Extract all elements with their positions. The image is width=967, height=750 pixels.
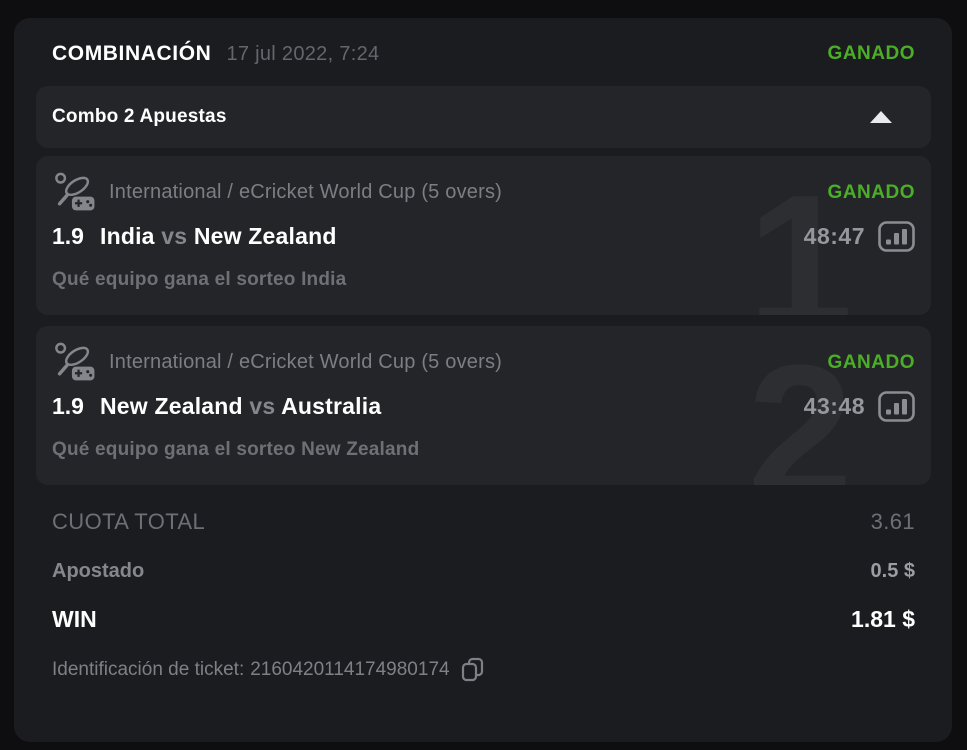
ecricket-icon xyxy=(55,342,95,381)
bet-category: International / eCricket World Cup (5 ov… xyxy=(109,181,503,203)
bet-type-label: COMBINACIÓN xyxy=(52,42,212,65)
ticket-id-row: Identificación de ticket: 21604201141749… xyxy=(52,657,915,682)
ticket-status-badge: GANADO xyxy=(827,43,915,64)
bet-card-header: International / eCricket World Cup (5 ov… xyxy=(52,341,915,384)
vs-label: vs xyxy=(161,223,188,249)
combo-accordion-toggle[interactable]: Combo 2 Apuestas xyxy=(36,86,931,148)
home-team: New Zealand xyxy=(99,393,243,419)
collapse-triangle-up-icon xyxy=(870,111,892,123)
win-value: 1.81 $ xyxy=(851,606,915,632)
bet-status-badge: GANADO xyxy=(827,351,915,373)
copy-ticket-id-button[interactable] xyxy=(461,657,484,682)
bet-card: 1 International / eCricket World Cup (5 … xyxy=(36,156,931,315)
ticket-datetime: 17 jul 2022, 7:24 xyxy=(226,42,380,65)
total-odds-label: CUOTA TOTAL xyxy=(52,509,206,534)
win-row: WIN 1.81 $ xyxy=(52,606,915,633)
ecricket-icon xyxy=(55,172,95,211)
bar-chart-icon xyxy=(878,391,915,422)
bet-ticket-card: COMBINACIÓN 17 jul 2022, 7:24 GANADO Com… xyxy=(14,18,952,742)
market-description: Qué equipo gana el sorteo India xyxy=(52,269,347,290)
stats-button[interactable] xyxy=(878,221,915,252)
home-team: India xyxy=(99,223,155,249)
market-description: Qué equipo gana el sorteo New Zealand xyxy=(52,439,420,460)
bet-status-badge: GANADO xyxy=(827,181,915,203)
score-value: 48:47 xyxy=(803,223,865,249)
total-odds-row: CUOTA TOTAL 3.61 xyxy=(52,509,915,535)
copy-icon xyxy=(461,657,483,682)
bar-chart-icon xyxy=(878,221,915,252)
score-value: 43:48 xyxy=(803,393,865,419)
away-team: Australia xyxy=(281,393,382,419)
stake-value: 0.5 $ xyxy=(870,560,915,582)
stake-row: Apostado 0.5 $ xyxy=(52,560,915,583)
bet-category: International / eCricket World Cup (5 ov… xyxy=(109,351,503,373)
bet-card: 2 International / eCricket World Cup (5 … xyxy=(36,326,931,485)
match-teams: India vs New Zealand xyxy=(100,223,337,250)
win-label: WIN xyxy=(52,606,97,632)
stake-label: Apostado xyxy=(52,560,145,582)
ticket-id-value: 2160420114174980174 xyxy=(250,658,450,680)
away-team: New Zealand xyxy=(193,223,337,249)
odds-value: 1.9 xyxy=(52,223,84,249)
odds-value: 1.9 xyxy=(52,393,84,419)
bet-selection-row: 1.9 India vs New Zealand 48:47 xyxy=(52,221,915,252)
match-teams: New Zealand vs Australia xyxy=(100,393,381,420)
ticket-summary: CUOTA TOTAL 3.61 Apostado 0.5 $ WIN 1.81… xyxy=(14,485,952,682)
vs-label: vs xyxy=(249,393,276,419)
bet-selection-row: 1.9 New Zealand vs Australia 43:48 xyxy=(52,391,915,422)
bet-card-header: International / eCricket World Cup (5 ov… xyxy=(52,171,915,214)
combo-label: Combo 2 Apuestas xyxy=(52,106,227,127)
stats-button[interactable] xyxy=(878,391,915,422)
total-odds-value: 3.61 xyxy=(870,509,915,534)
ticket-header: COMBINACIÓN 17 jul 2022, 7:24 GANADO xyxy=(14,18,952,82)
ticket-id-label: Identificación de ticket: xyxy=(52,658,245,680)
